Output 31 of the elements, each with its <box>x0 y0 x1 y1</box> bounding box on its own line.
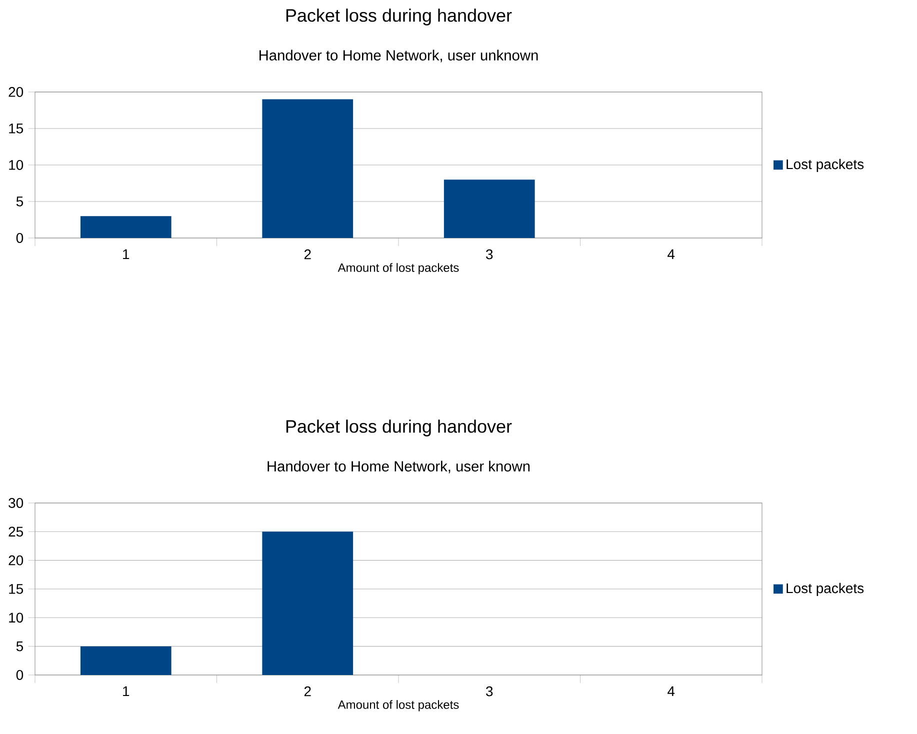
chart-title: Packet loss during handover <box>286 420 512 436</box>
bar <box>444 180 535 238</box>
y-tick-label: 25 <box>8 526 24 537</box>
bar <box>80 216 172 238</box>
x-tick-label: 3 <box>486 686 493 696</box>
y-tick-label: 10 <box>9 612 24 623</box>
x-tick-label: 4 <box>668 686 675 696</box>
bar <box>262 99 354 238</box>
x-tick-label: 2 <box>304 249 311 260</box>
x-tick-label: 4 <box>668 249 675 259</box>
chart-title: Packet loss during handover <box>286 8 512 26</box>
legend-label: Lost packets <box>786 582 864 596</box>
y-tick-label: 0 <box>16 670 24 680</box>
x-tick-label: 3 <box>486 249 493 260</box>
x-tick-label: 1 <box>123 249 130 259</box>
y-tick-label: 20 <box>8 555 24 566</box>
y-tick-label: 5 <box>16 196 24 206</box>
legend-label: Lost packets <box>786 158 864 172</box>
x-tick-label: 1 <box>123 686 130 696</box>
y-tick-label: 5 <box>16 641 24 652</box>
chart-subtitle: Handover to Home Network, user known <box>268 460 530 474</box>
y-tick-label: 10 <box>9 160 24 170</box>
x-axis-title: Amount of lost packets <box>338 700 459 712</box>
y-tick-label: 30 <box>8 498 24 508</box>
y-tick-label: 15 <box>9 584 24 594</box>
x-tick-label: 2 <box>304 686 311 696</box>
y-tick-label: 20 <box>8 87 24 97</box>
chart-subtitle: Handover to Home Network, user unknown <box>260 50 538 62</box>
y-tick-label: 15 <box>9 124 24 134</box>
x-axis-title: Amount of lost packets <box>338 263 459 274</box>
y-tick-label: 0 <box>16 233 24 243</box>
